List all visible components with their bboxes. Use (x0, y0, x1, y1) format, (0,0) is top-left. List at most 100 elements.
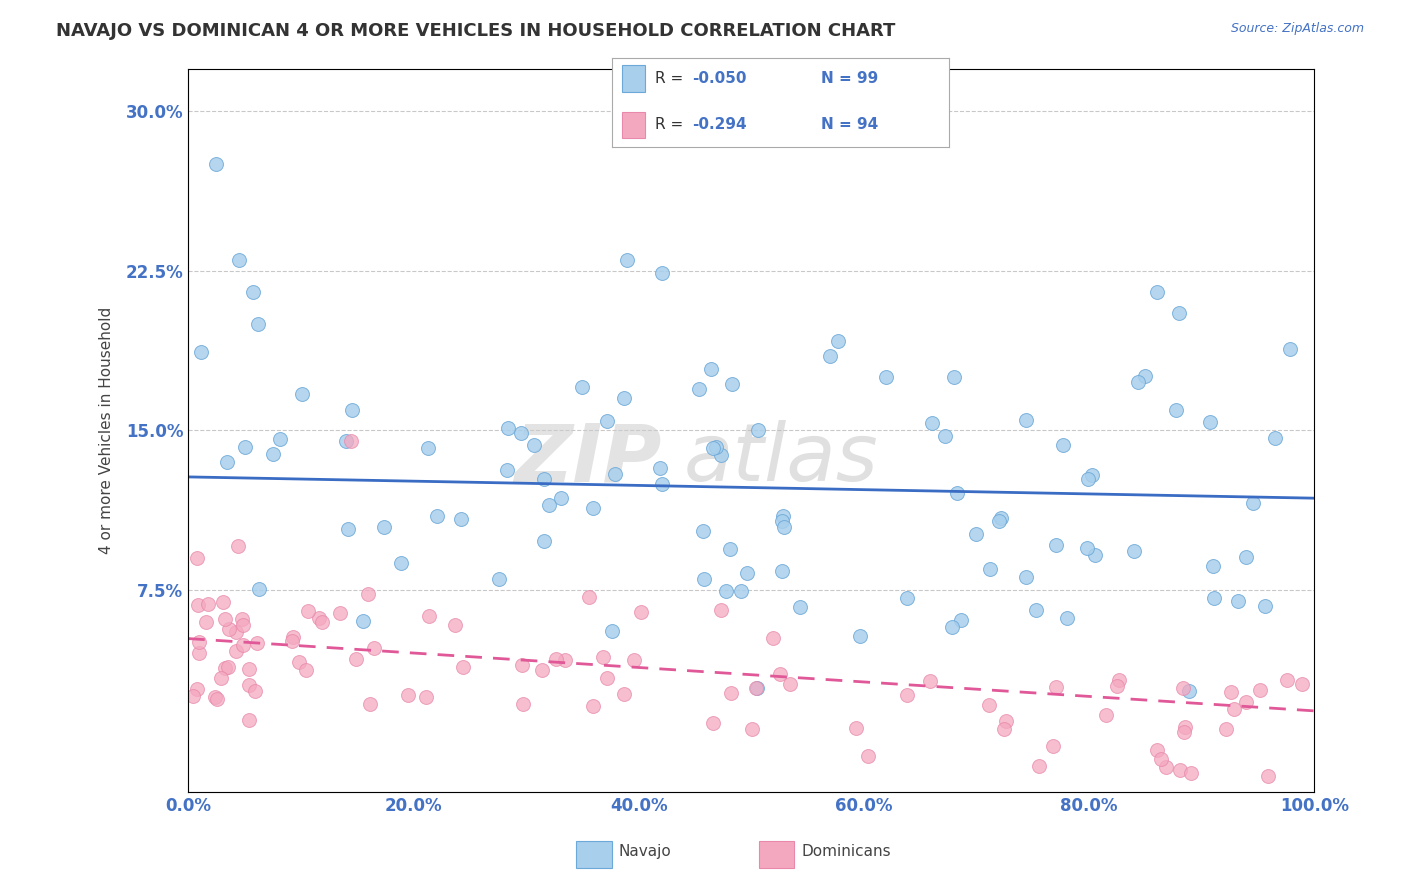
Point (592, 650, 614, 665)
Point (762, 631, 785, 645)
Point (415, 690, 437, 704)
Point (512, 698, 534, 712)
Point (1168, 763, 1191, 777)
Text: N = 99: N = 99 (821, 71, 879, 86)
Point (187, 598, 209, 612)
Point (1219, 684, 1241, 698)
Point (581, 698, 603, 713)
Point (1236, 550, 1258, 565)
Point (389, 556, 412, 570)
Point (188, 646, 211, 660)
Point (533, 534, 555, 549)
Point (596, 414, 619, 428)
Point (582, 501, 605, 516)
Point (1095, 708, 1118, 723)
Point (1215, 723, 1237, 737)
Point (1107, 679, 1129, 693)
Point (329, 606, 352, 620)
Point (741, 722, 763, 736)
Point (1253, 599, 1275, 613)
Point (772, 508, 794, 523)
Point (630, 605, 652, 619)
Point (1226, 594, 1249, 608)
Point (990, 510, 1012, 524)
Point (238, 714, 260, 728)
Point (426, 509, 449, 524)
Point (204, 690, 226, 705)
Point (233, 440, 256, 454)
Point (700, 362, 723, 376)
Point (1199, 415, 1222, 429)
Point (747, 423, 769, 437)
Point (1223, 702, 1246, 716)
Point (949, 613, 972, 627)
Point (1249, 683, 1271, 698)
Point (181, 690, 204, 704)
Point (1257, 768, 1279, 782)
Point (1028, 759, 1050, 773)
Point (720, 376, 742, 391)
Point (416, 442, 439, 456)
Point (335, 434, 357, 449)
Point (1264, 431, 1286, 445)
Text: NAVAJO VS DOMINICAN 4 OR MORE VEHICLES IN HOUSEHOLD CORRELATION CHART: NAVAJO VS DOMINICAN 4 OR MORE VEHICLES I… (56, 22, 896, 40)
Point (357, 587, 380, 601)
Point (770, 564, 793, 578)
Point (1122, 543, 1144, 558)
Text: N = 94: N = 94 (821, 118, 879, 132)
Y-axis label: 4 or more Vehicles in Household: 4 or more Vehicles in Household (100, 307, 114, 554)
Point (190, 344, 212, 359)
Point (291, 386, 314, 401)
Point (1202, 591, 1225, 605)
Point (710, 603, 733, 617)
Point (336, 522, 359, 536)
Text: R =: R = (655, 71, 689, 86)
Point (359, 698, 381, 712)
Point (735, 566, 758, 580)
Point (262, 447, 284, 461)
Point (1146, 743, 1168, 757)
Point (340, 402, 363, 417)
Point (1084, 548, 1107, 562)
Point (238, 662, 260, 676)
Point (730, 584, 752, 599)
Text: Source: ZipAtlas.com: Source: ZipAtlas.com (1230, 22, 1364, 36)
Point (418, 608, 440, 623)
Point (231, 611, 253, 625)
Point (1146, 285, 1168, 299)
Point (720, 686, 742, 700)
Point (217, 455, 239, 469)
Point (613, 687, 636, 701)
Point (1045, 538, 1067, 552)
Point (205, 691, 228, 706)
Point (232, 638, 254, 652)
Point (242, 285, 264, 299)
Point (1275, 673, 1298, 687)
Point (269, 433, 291, 447)
Point (186, 682, 208, 697)
Point (311, 615, 333, 630)
Text: -0.294: -0.294 (693, 118, 747, 132)
Point (530, 663, 553, 677)
Point (818, 349, 841, 363)
Point (945, 485, 967, 500)
Point (1015, 413, 1038, 427)
Point (745, 681, 768, 695)
Point (770, 514, 793, 528)
Point (225, 625, 247, 640)
Point (546, 652, 568, 666)
Point (1126, 376, 1149, 390)
Point (921, 416, 943, 430)
Point (1077, 473, 1099, 487)
Point (1076, 541, 1098, 555)
Point (352, 614, 374, 628)
Text: -0.050: -0.050 (693, 71, 747, 86)
Point (934, 429, 956, 443)
Point (718, 541, 741, 556)
Point (994, 714, 1017, 728)
Point (988, 514, 1011, 528)
Text: Navajo: Navajo (619, 845, 672, 859)
Point (1135, 369, 1157, 384)
Point (896, 689, 918, 703)
Point (1173, 725, 1195, 739)
